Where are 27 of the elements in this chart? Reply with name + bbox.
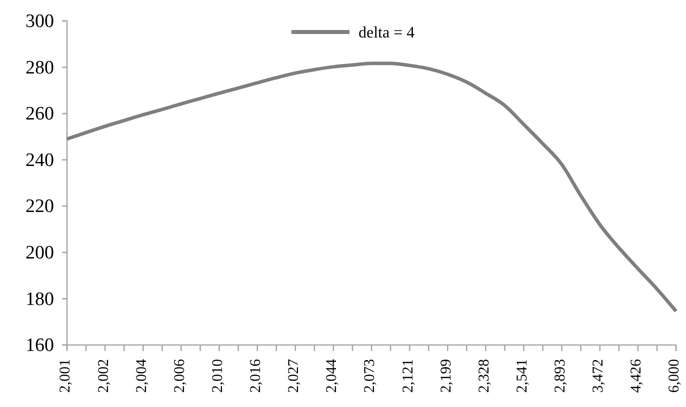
x-tick-label: 2,006 (172, 358, 188, 393)
x-tick-label: 6,000 (666, 359, 683, 393)
x-tick-label: 2,199 (438, 359, 454, 393)
x-tick-label: 2,010 (210, 359, 226, 393)
y-tick-label: 220 (26, 196, 54, 218)
x-tick-label: 2,001 (58, 359, 74, 393)
x-tick-label: 2,893 (552, 359, 568, 393)
y-tick-label: 180 (26, 288, 54, 310)
x-tick-label: 2,044 (324, 358, 340, 393)
x-tick-label: 2,328 (476, 359, 492, 393)
y-tick-label: 200 (26, 242, 54, 264)
y-tick-label: 260 (26, 104, 54, 125)
x-tick-label: 2,541 (514, 359, 530, 393)
x-tick-label: 2,027 (286, 358, 302, 393)
y-tick-label: 160 (26, 335, 54, 356)
y-tick-label: 280 (26, 57, 54, 78)
x-tick-label: 3,472 (590, 359, 607, 393)
x-tick-label: 4,426 (628, 358, 645, 393)
x-tick-label: 2,016 (248, 358, 264, 393)
legend-label: delta = 4 (358, 24, 415, 42)
x-tick-label: 2,002 (96, 359, 112, 393)
x-tick-label: 2,073 (362, 359, 378, 393)
x-tick-label: 2,004 (134, 358, 150, 393)
x-tick-label: 2,121 (400, 359, 416, 393)
y-tick-label: 300 (26, 11, 54, 32)
y-tick-label: 240 (26, 150, 54, 171)
line-series (65, 62, 678, 313)
